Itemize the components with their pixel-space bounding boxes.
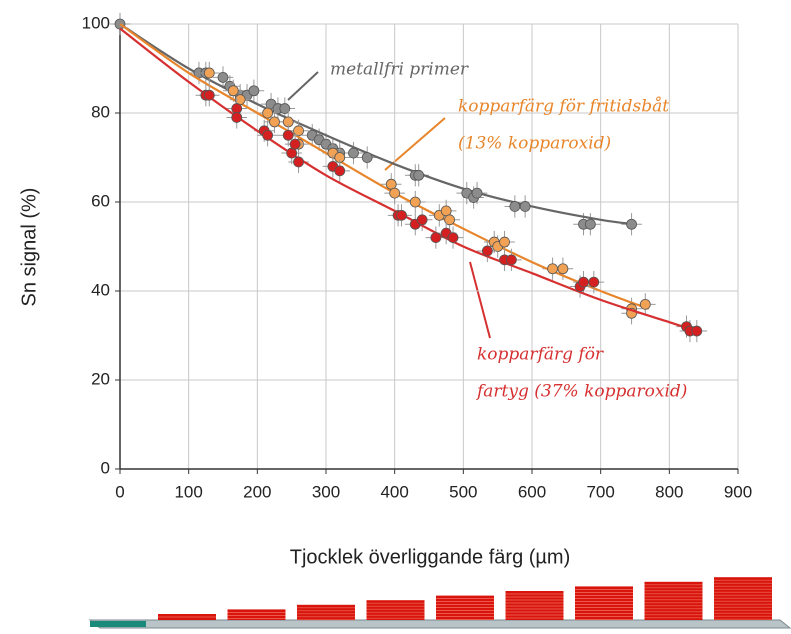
- series-annotation: fartyg (37% kopparoxid): [475, 382, 687, 402]
- data-point: [262, 107, 274, 119]
- series-annotation: kopparfärg för fritidsbåt: [458, 97, 669, 117]
- x-tick-label: 600: [518, 482, 546, 501]
- data-point: [231, 112, 243, 123]
- data-point: [269, 116, 280, 128]
- data-point: [444, 214, 456, 226]
- data-point: [262, 129, 274, 141]
- y-tick-label: 80: [91, 102, 110, 121]
- data-point: [227, 85, 239, 97]
- data-point: [691, 325, 703, 337]
- base-plate: [88, 619, 791, 629]
- y-axis-label: Sn signal (%): [18, 188, 40, 307]
- data-point: [481, 245, 493, 257]
- x-axis-label: Tjocklek överliggande färg (µm): [290, 546, 571, 568]
- x-tick-label: 800: [655, 482, 683, 501]
- data-point: [389, 187, 401, 199]
- leader-line: [287, 71, 319, 101]
- leader-line: [384, 117, 446, 171]
- data-point: [430, 232, 442, 244]
- x-tick-label: 500: [449, 482, 477, 501]
- x-tick-label: 700: [586, 482, 614, 501]
- data-point: [286, 147, 298, 159]
- data-point: [639, 298, 651, 310]
- data-point: [334, 165, 346, 177]
- y-tick-label: 40: [91, 280, 110, 299]
- x-tick-label: 100: [174, 482, 202, 501]
- data-point: [447, 232, 459, 244]
- data-point: [348, 147, 359, 159]
- data-point: [282, 129, 294, 141]
- data-point: [471, 187, 483, 199]
- series-annotation: metallfri primer: [330, 60, 469, 80]
- paint-layer: [575, 586, 633, 620]
- x-tick-label: 400: [380, 482, 408, 501]
- data-point: [248, 85, 260, 97]
- x-tick-label: 0: [115, 482, 124, 501]
- data-point: [293, 156, 304, 168]
- y-tick-label: 0: [101, 458, 110, 477]
- fit-curve: [119, 23, 636, 226]
- paint-layer: [505, 591, 564, 620]
- data-point: [279, 103, 291, 114]
- data-point: [547, 263, 558, 275]
- primer-layer: [90, 621, 146, 627]
- data-point: [505, 254, 517, 266]
- illustration: [88, 577, 791, 629]
- data-point: [440, 205, 452, 217]
- data-point: [409, 196, 421, 208]
- data-point: [416, 214, 428, 226]
- data-point: [588, 276, 600, 288]
- paint-layer: [714, 577, 772, 620]
- leader-line: [469, 261, 491, 339]
- data-point: [396, 209, 407, 221]
- data-point: [578, 276, 589, 288]
- series-annotation: kopparfärg för: [477, 345, 604, 365]
- x-tick-label: 900: [724, 482, 752, 501]
- paint-layer: [227, 609, 286, 620]
- y-tick-label: 20: [91, 369, 110, 388]
- data-point: [557, 263, 569, 275]
- x-tick-label: 200: [243, 482, 271, 501]
- y-tick-label: 100: [82, 13, 110, 32]
- data-point: [289, 138, 301, 150]
- x-tick-label: 300: [312, 482, 340, 501]
- data-point: [217, 72, 229, 83]
- data-point: [361, 152, 373, 163]
- paint-layer: [297, 604, 355, 620]
- data-point: [499, 236, 510, 248]
- data-point: [203, 67, 215, 79]
- data-point: [626, 218, 637, 230]
- data-point: [385, 178, 397, 190]
- data-point: [413, 169, 425, 181]
- data-point: [203, 89, 215, 101]
- data-point: [584, 218, 596, 230]
- series-annotation: (13% kopparoxid): [458, 134, 611, 154]
- y-tick-label: 60: [91, 191, 110, 210]
- data-point: [519, 201, 531, 212]
- data-point: [293, 125, 304, 137]
- paint-layer: [644, 581, 703, 620]
- data-point: [509, 201, 521, 212]
